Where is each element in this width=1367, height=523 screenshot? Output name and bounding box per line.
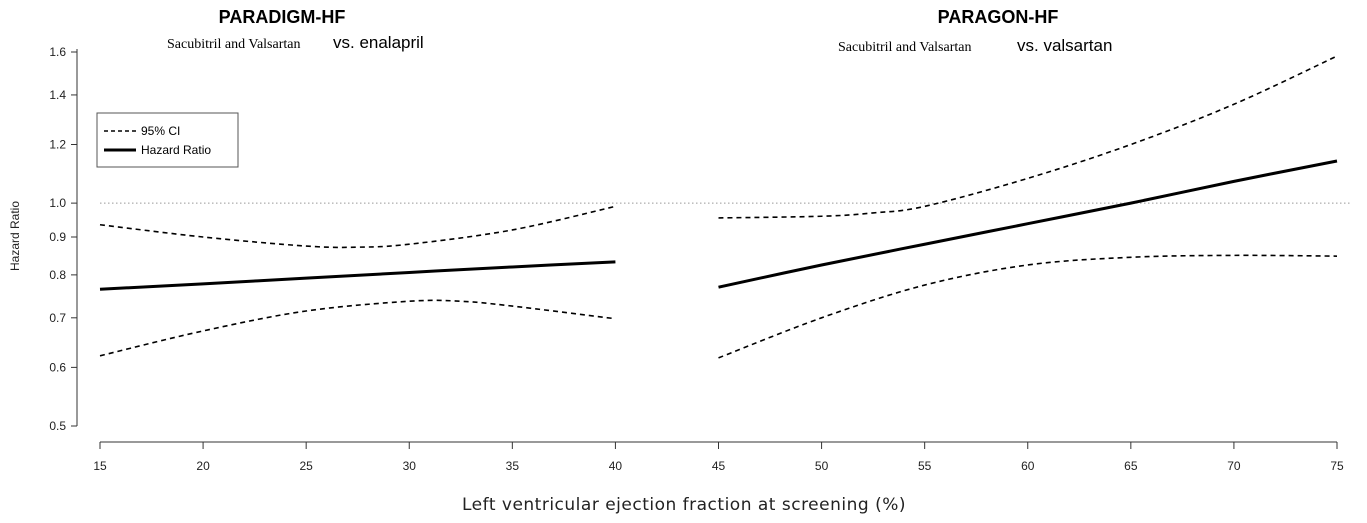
- x-tick-label: 75: [1330, 459, 1344, 473]
- x-tick-label: 45: [712, 459, 726, 473]
- x-tick-label: 65: [1124, 459, 1138, 473]
- paradigm-hazard-ratio-line: [99, 260, 616, 291]
- y-tick-label: 1.6: [49, 45, 66, 59]
- paradigm-ci-lower-line: [99, 299, 616, 357]
- x-tick-label: 35: [506, 459, 520, 473]
- x-tick-label: 40: [609, 459, 623, 473]
- x-tick-label: 30: [403, 459, 417, 473]
- x-tick-label: 55: [918, 459, 932, 473]
- y-tick-label: 1.4: [49, 88, 66, 102]
- y-tick-label: 0.9: [49, 230, 66, 244]
- paragon-ci-upper-line: [718, 55, 1338, 219]
- x-tick-label: 60: [1021, 459, 1035, 473]
- x-tick-label: 20: [196, 459, 210, 473]
- right-panel-subtitle-comparator: vs. valsartan: [1017, 36, 1112, 55]
- y-tick-label: 0.8: [49, 268, 66, 282]
- right-panel-title: PARAGON-HF: [938, 7, 1059, 27]
- series-group: [99, 55, 1338, 359]
- paragon-hazard-ratio-line: [718, 159, 1338, 289]
- legend: 95% CI Hazard Ratio: [96, 112, 239, 168]
- paradigm-ci-upper-line: [99, 205, 616, 249]
- paragon-ci-lower-line: [718, 254, 1338, 359]
- right-panel-subtitle-drug: Sacubitril and Valsartan: [838, 40, 972, 55]
- legend-ci-label: 95% CI: [141, 124, 180, 138]
- y-tick-label: 0.5: [49, 419, 66, 433]
- x-tick-label: 50: [815, 459, 829, 473]
- x-axis-label: Left ventricular ejection fraction at sc…: [462, 495, 906, 515]
- left-panel-title: PARADIGM-HF: [219, 7, 346, 27]
- x-tick-label: 15: [93, 459, 107, 473]
- y-ticks: 0.5 0.6 0.7 0.8 0.9 1.0 1.2 1.4 1.6: [49, 45, 77, 433]
- axes: [76, 49, 1337, 443]
- left-panel-subtitle-comparator: vs. enalapril: [333, 33, 424, 52]
- y-tick-label: 0.7: [49, 311, 66, 325]
- x-tick-label: 25: [299, 459, 313, 473]
- y-axis-label: Hazard Ratio: [8, 201, 22, 271]
- left-panel-subtitle-drug: Sacubitril and Valsartan: [167, 37, 301, 52]
- x-tick-label: 70: [1227, 459, 1241, 473]
- y-tick-label: 0.6: [49, 360, 66, 374]
- y-tick-label: 1.2: [49, 138, 66, 152]
- legend-box: [96, 112, 239, 168]
- x-ticks: 15 20 25 30 35 40 45 50 55 60 65 70 75: [93, 442, 1344, 473]
- legend-hr-label: Hazard Ratio: [141, 143, 211, 157]
- y-tick-label: 1.0: [49, 196, 66, 210]
